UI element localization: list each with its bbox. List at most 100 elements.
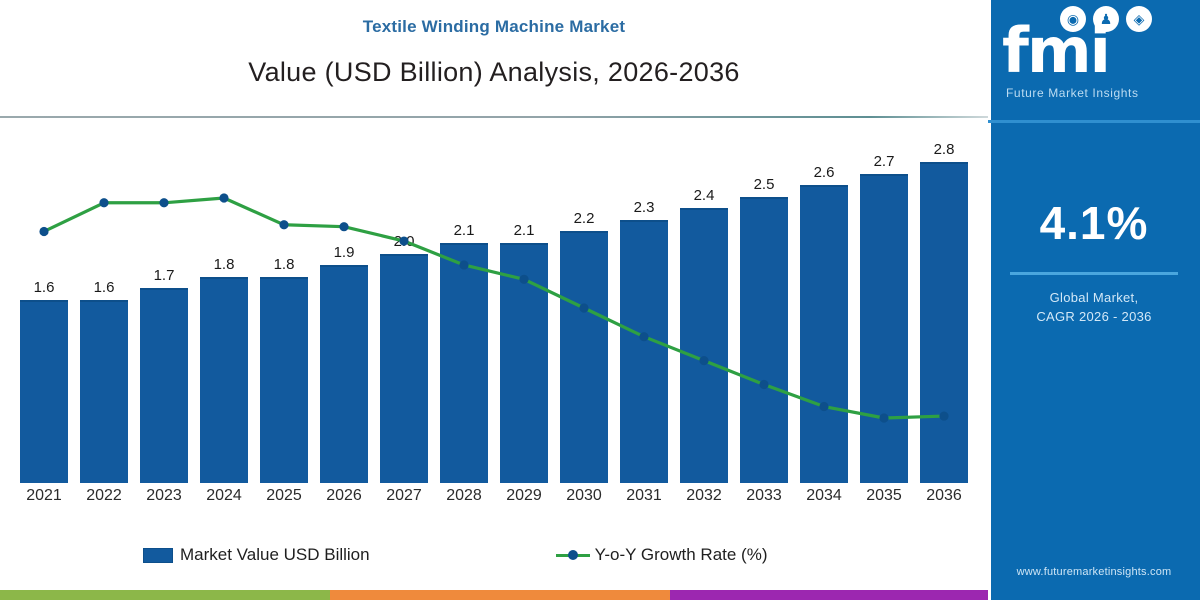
bar-column[interactable]: 1.8	[198, 118, 250, 483]
legend-label-market-value: Market Value USD Billion	[180, 545, 370, 564]
fmi-logo[interactable]: ◉ ♟ ◈ fmi Future Market Insights	[988, 0, 1200, 108]
people-icon: ♟	[1093, 6, 1119, 32]
line-data-point[interactable]	[279, 220, 289, 230]
bar-column[interactable]: 2.1	[498, 118, 550, 483]
bar[interactable]	[320, 265, 368, 483]
bar-column[interactable]: 2.4	[678, 118, 730, 483]
line-data-point[interactable]	[39, 226, 49, 237]
legend-item-growth-rate[interactable]: Y-o-Y Growth Rate (%)	[555, 545, 768, 565]
line-swatch-icon	[555, 548, 590, 562]
bar[interactable]	[80, 299, 128, 483]
bar-column[interactable]: 1.6	[78, 118, 130, 483]
bar-column[interactable]: 2.8	[918, 118, 970, 483]
bar-column[interactable]: 1.6	[18, 118, 70, 483]
bar-series: 1.6 1.6 1.7 1.8 1.8 1.9 2.0 2.1 2.1 2.2 2.3 2.4 2.5 2…	[0, 118, 988, 483]
line-data-point[interactable]	[519, 274, 529, 284]
bar-value-label: 1.8	[273, 255, 295, 273]
line-data-point[interactable]	[759, 379, 769, 390]
x-axis-tick-label: 2030	[566, 487, 602, 504]
chart-legend: Market Value USD Billion Y-o-Y Growth Ra…	[0, 538, 988, 572]
logo-icon-group: ◉ ♟ ◈	[1060, 6, 1152, 32]
line-data-point[interactable]	[699, 356, 709, 366]
x-axis-tick-label: 2033	[746, 487, 782, 504]
line-data-point[interactable]	[339, 222, 349, 232]
bar[interactable]	[20, 299, 68, 483]
bar[interactable]	[620, 219, 668, 483]
bar[interactable]	[800, 185, 848, 483]
bar[interactable]	[920, 162, 968, 483]
bar-value-label: 2.2	[573, 210, 595, 228]
cagr-caption: Global Market, CAGR 2026 - 2036	[988, 288, 1200, 326]
bar-column[interactable]: 1.8	[258, 118, 310, 483]
x-axis-tick-label: 2022	[86, 487, 122, 504]
line-data-point[interactable]	[639, 332, 649, 342]
x-axis-tick-label: 2034	[806, 487, 842, 504]
bar-column[interactable]: 2.0	[378, 118, 430, 483]
bar-column[interactable]: 2.6	[798, 118, 850, 483]
line-data-point[interactable]	[159, 198, 169, 208]
x-axis-tick-label: 2029	[506, 487, 542, 504]
cagr-divider	[1010, 272, 1178, 275]
line-data-point[interactable]	[579, 303, 589, 313]
bar-column[interactable]: 2.5	[738, 118, 790, 483]
x-axis-tick-label: 2021	[26, 487, 62, 504]
cagr-value: 4.1%	[1039, 197, 1149, 249]
bar-value-label: 2.8	[933, 141, 955, 159]
bar-column[interactable]: 1.9	[318, 118, 370, 483]
x-axis-tick-label: 2028	[446, 487, 482, 504]
x-axis-tick-label: 2031	[626, 487, 662, 504]
bar-column[interactable]: 2.1	[438, 118, 490, 483]
globe-icon: ◉	[1060, 6, 1086, 32]
bar-value-label: 2.6	[813, 164, 835, 182]
strip-segment	[0, 590, 330, 600]
x-axis-tick-label: 2036	[926, 487, 962, 504]
bar-value-label: 2.3	[633, 198, 655, 216]
bar-value-label: 2.5	[753, 175, 775, 193]
cagr-caption-line-1: Global Market,	[1049, 290, 1139, 305]
bar[interactable]	[440, 242, 488, 483]
bar-value-label: 2.1	[453, 221, 475, 239]
line-data-point[interactable]	[939, 411, 949, 421]
logo-wordmark: fmi	[1002, 14, 1111, 87]
x-axis-labels: 2021 2022 2023 2024 2025 2026 2027 2028 2029 2030…	[0, 483, 988, 521]
bar-column[interactable]: 1.7	[138, 118, 190, 483]
line-data-point[interactable]	[399, 236, 409, 246]
x-axis-tick-label: 2032	[686, 487, 722, 504]
bar-column[interactable]: 2.2	[558, 118, 610, 483]
bar[interactable]	[860, 173, 908, 483]
bar[interactable]	[140, 288, 188, 483]
line-data-point[interactable]	[219, 193, 229, 203]
lightbulb-icon: ◈	[1126, 6, 1152, 32]
bar-value-label: 1.9	[333, 244, 355, 262]
growth-rate-line	[43, 196, 945, 420]
bar-value-label: 2.4	[693, 187, 715, 205]
line-data-point[interactable]	[879, 413, 889, 423]
bar-value-label: 1.7	[153, 267, 175, 285]
panel-left-edge	[988, 0, 991, 600]
bar[interactable]	[740, 196, 788, 483]
chart-panel: Textile Winding Machine Market Value (US…	[0, 17, 988, 600]
bar[interactable]	[380, 253, 428, 483]
strip-segment	[670, 590, 988, 600]
logo-tagline: Future Market Insights	[1006, 86, 1139, 100]
bar-swatch-icon	[143, 547, 173, 563]
bar-value-label: 2.7	[873, 152, 895, 170]
line-data-point[interactable]	[819, 401, 829, 412]
logo-divider	[988, 120, 1200, 123]
line-data-point[interactable]	[99, 198, 109, 208]
page-title: Value (USD Billion) Analysis, 2026-2036	[248, 57, 740, 87]
bar-column[interactable]: 2.3	[618, 118, 670, 483]
bar-value-label: 1.6	[33, 278, 55, 296]
line-data-point[interactable]	[459, 260, 469, 270]
bar[interactable]	[200, 276, 248, 483]
legend-item-market-value[interactable]: Market Value USD Billion	[143, 545, 370, 565]
x-axis-tick-label: 2026	[326, 487, 362, 504]
bar[interactable]	[260, 276, 308, 483]
website-url: www.futuremarketinsights.com	[1016, 566, 1172, 578]
bar-column[interactable]: 2.7	[858, 118, 910, 483]
bar[interactable]	[560, 231, 608, 483]
x-axis-tick-label: 2024	[206, 487, 242, 504]
bar[interactable]	[680, 208, 728, 483]
report-title: Textile Winding Machine Market	[362, 17, 626, 36]
